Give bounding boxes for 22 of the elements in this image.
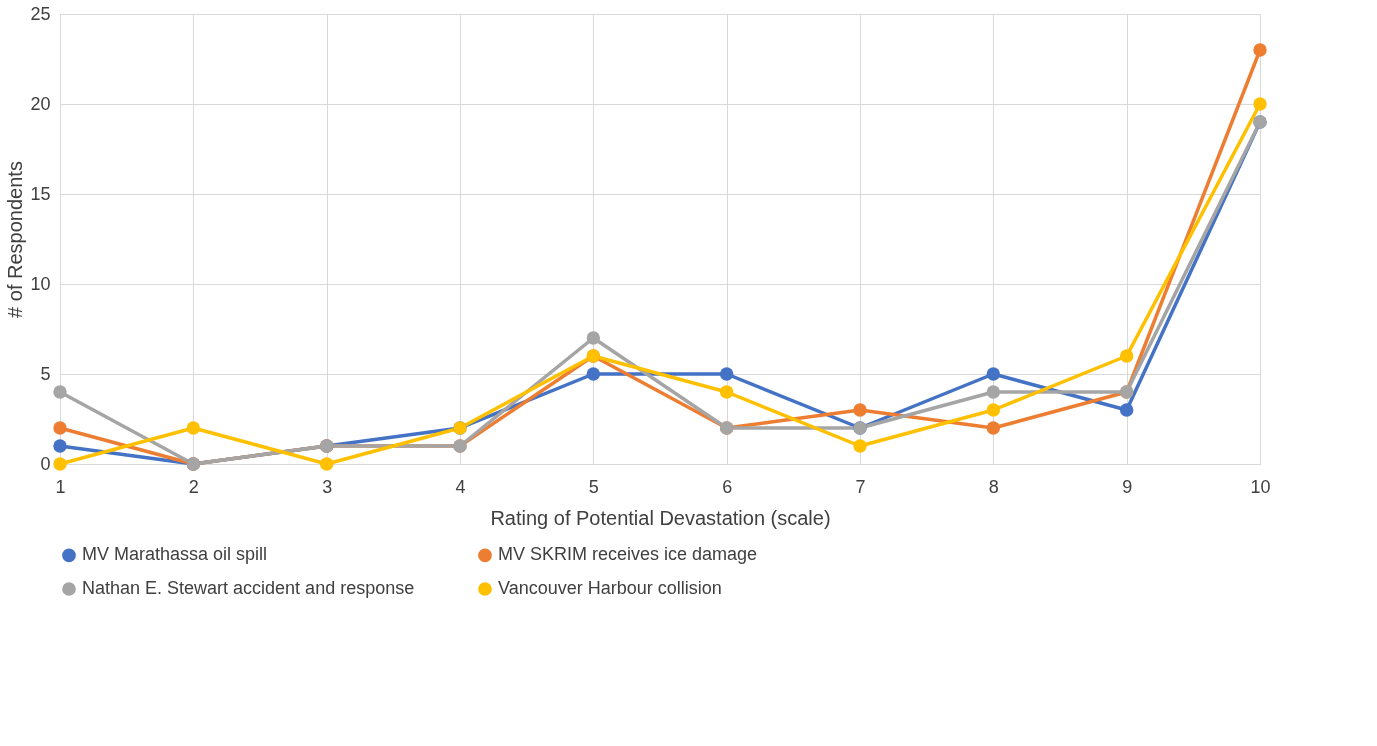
- x-tick-label: 10: [1250, 476, 1271, 497]
- x-tick-label: 6: [722, 476, 733, 497]
- y-tick-label: 20: [30, 93, 51, 114]
- legend-label: MV Marathassa oil spill: [82, 544, 268, 565]
- y-tick-label: 5: [40, 363, 51, 384]
- x-tick-label: 9: [1122, 476, 1133, 497]
- x-axis-title: Rating of Potential Devastation (scale): [490, 506, 831, 529]
- legend-label: Vancouver Harbour collision: [498, 578, 722, 598]
- x-tick-label: 1: [55, 476, 66, 497]
- y-tick-label: 0: [40, 453, 51, 474]
- legend-label: MV SKRIM receives ice damage: [498, 544, 758, 565]
- x-tick-label: 5: [588, 476, 599, 497]
- x-tick-label: 4: [455, 476, 466, 497]
- y-tick-label: 15: [30, 183, 51, 204]
- x-tick-label: 2: [188, 476, 199, 497]
- legend-label: Nathan E. Stewart accident and response: [82, 578, 415, 598]
- x-tick-label: 8: [988, 476, 999, 497]
- y-tick-label: 10: [30, 273, 51, 294]
- x-tick-label: 3: [322, 476, 333, 497]
- y-tick-label: 25: [30, 3, 51, 24]
- x-tick-label: 7: [855, 476, 866, 497]
- y-axis-title: # of Respondents: [4, 161, 27, 318]
